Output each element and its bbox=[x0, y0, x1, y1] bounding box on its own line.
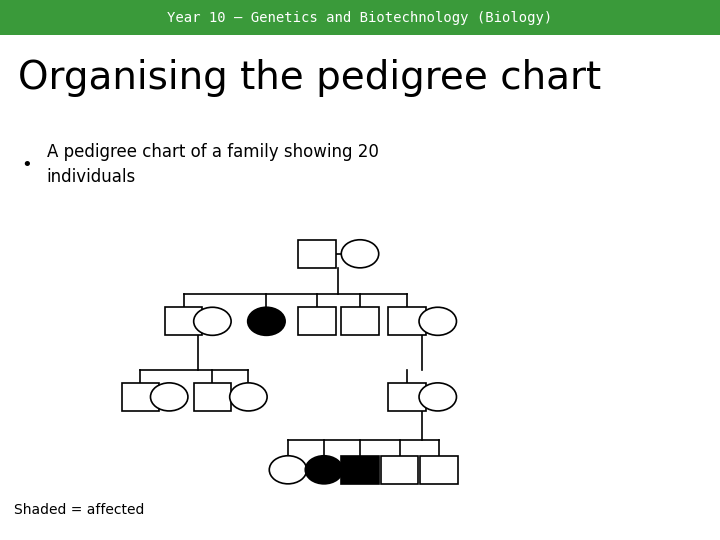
Bar bbox=[298, 307, 336, 335]
Text: Shaded = affected: Shaded = affected bbox=[14, 503, 145, 517]
Bar bbox=[122, 383, 159, 411]
Text: Organising the pedigree chart: Organising the pedigree chart bbox=[18, 59, 601, 97]
Bar bbox=[388, 307, 426, 335]
Circle shape bbox=[305, 456, 343, 484]
Circle shape bbox=[269, 456, 307, 484]
Bar bbox=[341, 456, 379, 484]
Text: Year 10 – Genetics and Biotechnology (Biology): Year 10 – Genetics and Biotechnology (Bi… bbox=[167, 11, 553, 24]
Circle shape bbox=[230, 383, 267, 411]
Text: •: • bbox=[22, 156, 32, 174]
Bar bbox=[388, 383, 426, 411]
FancyBboxPatch shape bbox=[0, 0, 720, 35]
Circle shape bbox=[419, 307, 456, 335]
Bar bbox=[381, 456, 418, 484]
Bar bbox=[194, 383, 231, 411]
Circle shape bbox=[194, 307, 231, 335]
Circle shape bbox=[248, 307, 285, 335]
Circle shape bbox=[150, 383, 188, 411]
Bar bbox=[165, 307, 202, 335]
Bar bbox=[341, 307, 379, 335]
Bar bbox=[298, 240, 336, 268]
Circle shape bbox=[419, 383, 456, 411]
Text: A pedigree chart of a family showing 20
individuals: A pedigree chart of a family showing 20 … bbox=[47, 143, 379, 186]
Circle shape bbox=[341, 240, 379, 268]
Bar bbox=[420, 456, 458, 484]
